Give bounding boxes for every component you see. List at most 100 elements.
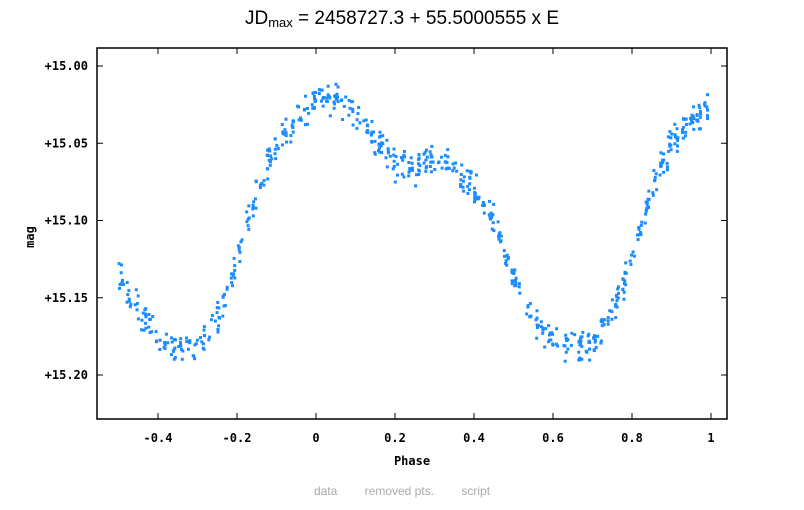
y-tick-label: +15.00 xyxy=(45,59,88,73)
removed-points-link[interactable]: removed pts. xyxy=(364,484,435,498)
data-point xyxy=(313,100,317,103)
data-point xyxy=(122,283,125,286)
data-point xyxy=(497,237,501,241)
data-point xyxy=(231,284,234,288)
data-point xyxy=(247,227,251,231)
data-point xyxy=(497,234,500,238)
data-link[interactable]: data xyxy=(313,484,338,498)
data-point xyxy=(673,133,677,137)
data-point xyxy=(496,220,500,224)
data-point xyxy=(254,206,258,210)
data-point xyxy=(636,233,639,237)
x-tick-label: 0 xyxy=(312,431,319,445)
data-point xyxy=(232,256,236,260)
data-point xyxy=(391,167,395,171)
data-point xyxy=(587,332,591,336)
data-point xyxy=(697,103,701,107)
data-point xyxy=(570,331,574,335)
data-point xyxy=(135,302,139,305)
data-point xyxy=(703,102,706,106)
data-point xyxy=(179,344,183,348)
data-point xyxy=(690,113,694,117)
data-point xyxy=(347,113,351,117)
data-point xyxy=(357,106,361,109)
data-point xyxy=(396,162,400,166)
data-point xyxy=(481,201,485,204)
data-point xyxy=(373,139,377,143)
data-point xyxy=(221,314,225,318)
data-point xyxy=(588,358,592,362)
data-point xyxy=(317,88,321,92)
data-point xyxy=(392,164,396,168)
data-point xyxy=(681,128,684,132)
data-point xyxy=(539,320,543,324)
data-point xyxy=(653,179,656,183)
data-point xyxy=(400,172,404,176)
data-point xyxy=(703,101,707,105)
data-point xyxy=(644,212,648,216)
data-point xyxy=(475,195,479,199)
data-point xyxy=(564,350,568,354)
data-point xyxy=(280,123,284,127)
data-point xyxy=(535,309,539,313)
data-point xyxy=(695,118,699,122)
data-point xyxy=(409,156,413,160)
data-point xyxy=(629,263,633,266)
data-point xyxy=(600,324,604,328)
data-point xyxy=(209,318,213,322)
data-point xyxy=(266,177,270,181)
data-point xyxy=(380,141,384,145)
data-point xyxy=(370,140,374,144)
data-point xyxy=(543,345,547,349)
data-point xyxy=(370,120,374,123)
data-point xyxy=(446,148,450,152)
data-point xyxy=(682,117,685,121)
data-point xyxy=(675,127,679,131)
data-point xyxy=(203,334,207,338)
x-tick-label: -0.4 xyxy=(144,431,173,445)
data-point xyxy=(473,200,476,204)
data-point xyxy=(384,156,388,160)
y-tick-label: +15.05 xyxy=(45,136,88,150)
data-point xyxy=(336,85,340,89)
data-point xyxy=(676,138,680,142)
data-point xyxy=(320,88,324,92)
data-point xyxy=(392,147,396,151)
data-point xyxy=(347,99,351,102)
data-point xyxy=(668,144,672,148)
data-point xyxy=(514,276,518,280)
data-point xyxy=(229,276,233,280)
data-point xyxy=(455,169,459,173)
data-point xyxy=(380,151,384,154)
data-point xyxy=(325,99,329,103)
axis-ticks: -0.4 -0.2 0 0.2 0.4 0.6 0.8 1 +15.00 +15.05 +15.10… xyxy=(45,48,727,445)
title-subscript: max xyxy=(268,15,293,30)
data-point xyxy=(392,153,396,157)
data-point xyxy=(200,340,204,344)
data-point xyxy=(424,158,428,162)
data-point xyxy=(317,92,321,95)
data-point xyxy=(158,348,162,351)
data-point xyxy=(143,308,147,312)
data-point xyxy=(314,91,318,94)
data-point xyxy=(615,295,619,299)
data-point xyxy=(577,350,581,354)
data-point xyxy=(462,175,466,179)
data-point xyxy=(462,189,465,193)
x-tick-label: -0.2 xyxy=(223,431,252,445)
data-point xyxy=(344,95,348,99)
data-point xyxy=(482,211,486,215)
data-point xyxy=(281,130,285,134)
data-point xyxy=(536,326,539,329)
data-point xyxy=(444,160,448,164)
data-point xyxy=(544,327,548,331)
data-point xyxy=(163,341,167,345)
data-point xyxy=(140,328,144,332)
data-point xyxy=(128,305,132,309)
data-point xyxy=(210,314,214,317)
data-point xyxy=(429,155,433,159)
script-link[interactable]: script xyxy=(461,484,491,498)
data-point xyxy=(580,357,584,361)
data-point xyxy=(164,332,168,336)
data-point xyxy=(615,299,619,303)
